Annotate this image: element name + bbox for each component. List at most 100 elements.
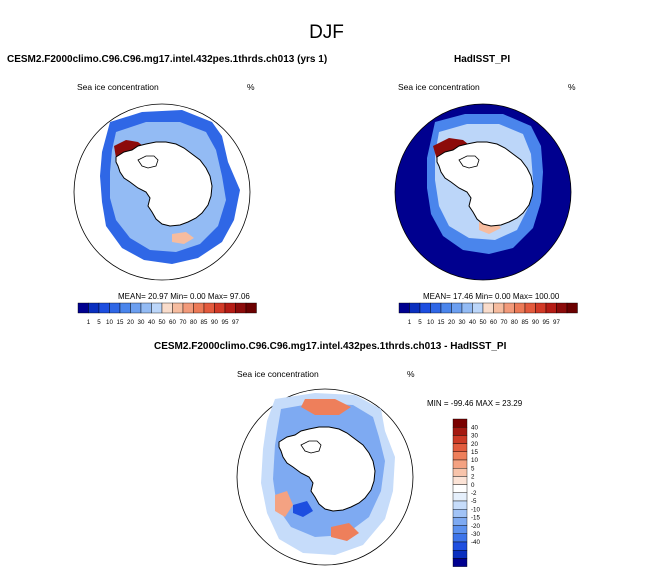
right-stats-text: MEAN= 17.46 Min= 0.00 Max= 100.00: [423, 292, 560, 301]
left-colorbar-swatch: [235, 302, 247, 314]
left-colorbar-tick-label: 85: [201, 319, 208, 326]
diff-colorbar-tick-label: -10: [471, 506, 481, 513]
diff-colorbar-tick-label: -30: [471, 531, 481, 538]
diff-colorbar-swatch: [452, 500, 468, 510]
left-ice-shelf-outline: [137, 155, 159, 169]
right-units-label: %: [568, 82, 576, 92]
left-colorbar-tick-label: 95: [222, 319, 229, 326]
left-colorbar-tick-label: 10: [106, 319, 113, 326]
right-colorbar-swatch: [493, 302, 505, 314]
diff-panel-title: CESM2.F2000climo.C96.C96.mg17.intel.432p…: [154, 341, 507, 352]
diff-variable-label: Sea ice concentration: [237, 369, 319, 379]
left-colorbar-swatch: [161, 302, 173, 314]
diff-colorbar-swatch: [452, 508, 468, 518]
left-colorbar-swatch: [193, 302, 205, 314]
right-panel-title: HadISST_PI: [454, 54, 511, 65]
diff-colorbar-swatch: [452, 418, 468, 428]
diff-colorbar-swatch: [452, 435, 468, 444]
left-colorbar-tick-label: 5: [97, 319, 101, 326]
diff-colorbar-tick-label: 5: [471, 465, 475, 472]
diff-colorbar-tick-label: -15: [471, 515, 481, 522]
diff-positive-north: [301, 399, 351, 415]
right-colorbar-tick-label: 15: [438, 319, 445, 326]
right-colorbar-swatch: [440, 302, 452, 314]
right-colorbar-tick-label: 80: [511, 319, 518, 326]
diff-colorbar-tick-label: -40: [471, 539, 481, 546]
diff-colorbar-tick-label: -5: [471, 498, 477, 505]
diff-colorbar-swatch: [452, 517, 468, 526]
left-colorbar-tick-label: 97: [232, 319, 239, 326]
diff-negative-patch: [293, 501, 313, 517]
diff-colorbar-swatch: [452, 476, 468, 485]
left-panel-title: CESM2.F2000climo.C96.C96.mg17.intel.432p…: [7, 54, 328, 65]
left-colorbar-swatch: [77, 302, 89, 314]
left-ross-patch: [172, 232, 194, 244]
right-colorbar-tick-label: 85: [522, 319, 529, 326]
diff-colorbar-tick-label: 2: [471, 474, 475, 481]
diff-colorbar-tick-label: 20: [471, 441, 478, 448]
left-colorbar-tick-label: 20: [127, 319, 134, 326]
diff-colorbar-swatch: [452, 558, 468, 567]
diff-colorbar-tick-label: 40: [471, 424, 478, 431]
diff-colorbar-swatch: [452, 451, 468, 461]
right-colorbar-swatch: [482, 302, 494, 314]
left-colorbar-tick-label: 30: [138, 319, 145, 326]
left-colorbar-swatch: [224, 302, 236, 314]
left-colorbar: 1 5 10 15 20 30 40 50 60 70 80 85 90 95 97: [77, 302, 257, 326]
right-colorbar-tick-label: 95: [543, 319, 550, 326]
left-colorbar-tick-label: 60: [169, 319, 176, 326]
diff-colorbar-swatch: [452, 468, 468, 477]
diff-colorbar-tick-label: 15: [471, 449, 478, 456]
left-polar-map: [73, 103, 251, 281]
right-colorbar-tick-label: 10: [427, 319, 434, 326]
left-colorbar-swatch: [172, 302, 184, 314]
right-colorbar-swatch: [398, 302, 410, 314]
right-variable-label: Sea ice concentration: [398, 82, 480, 92]
right-colorbar-swatch: [524, 302, 536, 314]
diff-units-label: %: [407, 369, 415, 379]
left-colorbar-swatch: [109, 302, 121, 314]
diff-colorbar-tick-label: -2: [471, 490, 477, 497]
left-colorbar-tick-label: 70: [180, 319, 187, 326]
right-colorbar-swatch: [566, 302, 578, 314]
left-colorbar-swatch: [203, 302, 215, 314]
diff-colorbar-swatch: [452, 426, 468, 436]
right-colorbar-swatch: [535, 302, 547, 314]
right-colorbar-swatch: [461, 302, 473, 314]
diff-positive-west: [275, 491, 293, 517]
left-colorbar-swatch: [119, 302, 131, 314]
diff-colorbar-tick-label: -20: [471, 523, 481, 530]
left-colorbar-swatch: [182, 302, 194, 314]
right-colorbar-tick-label: 1: [408, 319, 412, 326]
left-units-label: %: [247, 82, 255, 92]
right-colorbar-tick-label: 30: [459, 319, 466, 326]
left-stats-text: MEAN= 20.97 Min= 0.00 Max= 97.06: [118, 292, 250, 301]
right-colorbar-swatch: [430, 302, 442, 314]
left-colorbar-swatch: [130, 302, 142, 314]
diff-colorbar-tick-label: 30: [471, 433, 478, 440]
left-colorbar-tick-label: 50: [159, 319, 166, 326]
right-colorbar-swatch: [472, 302, 484, 314]
right-colorbar-tick-label: 50: [480, 319, 487, 326]
left-colorbar-swatch: [98, 302, 110, 314]
figure-title: DJF: [309, 22, 344, 43]
left-colorbar-tick-label: 80: [190, 319, 197, 326]
right-polar-map: [394, 103, 572, 281]
right-colorbar-swatch: [451, 302, 463, 314]
right-colorbar-tick-label: 60: [490, 319, 497, 326]
diff-colorbar-swatch: [452, 525, 468, 534]
diff-positive-south: [331, 523, 359, 541]
right-colorbar-tick-label: 97: [553, 319, 560, 326]
diff-colorbar-swatch: [452, 549, 468, 559]
right-colorbar-swatch: [556, 302, 568, 314]
diff-colorbar-swatch: [452, 443, 468, 453]
left-colorbar-tick-label: 1: [87, 319, 91, 326]
diff-colorbar-swatch: [452, 459, 468, 469]
left-colorbar-swatch: [245, 302, 257, 314]
left-colorbar-tick-label: 90: [211, 319, 218, 326]
diff-colorbar-tick-label: 10: [471, 457, 478, 464]
left-colorbar-swatch: [140, 302, 152, 314]
left-colorbar-swatch: [214, 302, 226, 314]
diff-colorbar-swatch: [452, 492, 468, 502]
diff-ice-shelf-outline: [300, 440, 322, 454]
